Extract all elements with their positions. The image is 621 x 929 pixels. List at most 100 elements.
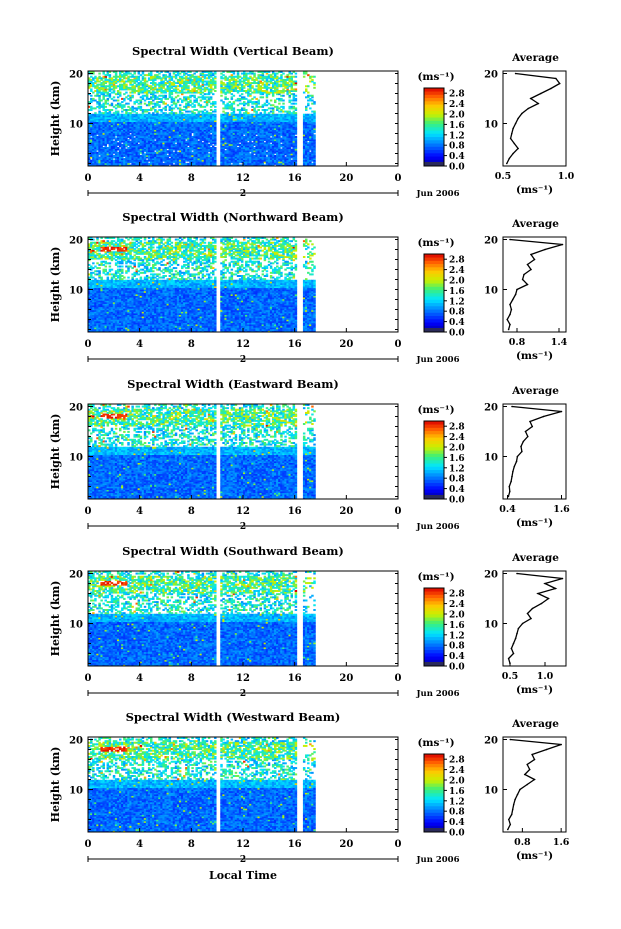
- colorbar-swatch: [424, 306, 444, 310]
- x-tick-label: 12: [236, 839, 250, 850]
- y-tick-label: 20: [69, 736, 83, 747]
- panel-5: Spectral Width (Westward Beam) Height (km…: [49, 710, 570, 865]
- colorbar-swatch: [424, 315, 444, 320]
- colorbar-swatch: [424, 117, 444, 121]
- colorbar-swatch: [424, 656, 444, 660]
- average-profile-point: [517, 117, 519, 120]
- colorbar-swatch: [424, 479, 444, 484]
- colorbar-swatch: [424, 437, 444, 441]
- heatmap-cells: [88, 737, 316, 832]
- colorbar-swatch: [424, 793, 444, 797]
- colorbar-swatch: [424, 280, 444, 284]
- day-label: 2: [240, 189, 246, 199]
- average-profile-point: [506, 162, 508, 165]
- average-profile-point: [509, 738, 512, 741]
- average-title: Average: [511, 218, 559, 230]
- colorbar-swatch: [424, 107, 444, 112]
- day-label: 2: [240, 689, 246, 699]
- avg-x-tick-label: 1.4: [551, 337, 568, 348]
- avg-x-tick-label: 0.8: [509, 337, 526, 348]
- average-profile-point: [560, 410, 563, 413]
- average-profile-point: [509, 323, 511, 326]
- colorbar-swatch: [424, 286, 444, 291]
- colorbar-swatch: [424, 136, 444, 141]
- average-profile-point: [529, 97, 532, 100]
- avg-x-tick-label: 1.6: [553, 504, 570, 515]
- y-axis-label: Height (km): [49, 747, 62, 823]
- colorbar-swatch: [424, 263, 444, 268]
- colorbar-swatch: [424, 763, 444, 768]
- colorbar-swatch: [424, 786, 444, 791]
- avg-y-tick-label: 10: [484, 286, 498, 297]
- colorbar-swatch: [424, 646, 444, 651]
- average-title: Average: [511, 552, 559, 564]
- average-xlabel: (ms⁻¹): [516, 350, 553, 362]
- colorbar-swatch: [424, 754, 444, 758]
- average-profile-point: [528, 768, 531, 771]
- average-profile-line: [507, 405, 562, 497]
- avg-y-tick-label: 20: [484, 236, 498, 247]
- colorbar-swatch: [424, 450, 444, 454]
- average-title: Average: [511, 52, 559, 64]
- avg-y-tick-label: 10: [484, 786, 498, 797]
- y-tick-label: 10: [69, 620, 83, 631]
- average-profile-line: [506, 72, 561, 164]
- colorbar-swatch: [424, 614, 444, 618]
- average-profile-point: [561, 577, 564, 580]
- average-profile-point: [561, 243, 564, 246]
- colorbar-tick-label: 1.6: [449, 621, 465, 631]
- y-tick-label: 10: [69, 786, 83, 797]
- colorbar-floor: [424, 828, 444, 832]
- colorbar-swatch: [424, 114, 444, 118]
- colorbar-swatch: [424, 156, 444, 160]
- colorbar-tick-label: 0.0: [449, 663, 465, 673]
- colorbar-tick-label: 1.2: [449, 131, 465, 141]
- x-tick-label: 8: [188, 506, 195, 517]
- colorbar-swatch: [424, 623, 444, 628]
- x-tick-label: 4: [136, 673, 143, 684]
- colorbar-swatch: [424, 427, 444, 432]
- x-axis-label: Local Time: [209, 869, 277, 882]
- colorbar-swatch: [424, 636, 444, 641]
- colorbar-swatch: [424, 296, 444, 300]
- panel-3: Spectral Width (Eastward Beam) Height (km…: [49, 377, 570, 532]
- colorbar-tick-label: 2.4: [449, 766, 465, 776]
- colorbar-swatch: [424, 476, 444, 480]
- colorbar-frame: [423, 253, 445, 333]
- colorbar-swatch: [424, 270, 444, 274]
- colorbar-swatch: [424, 302, 444, 307]
- colorbar-tick-label: 1.2: [449, 464, 465, 474]
- y-axis-label: Height (km): [49, 81, 62, 157]
- avg-x-tick-label: 0.5: [502, 671, 519, 682]
- colorbar-swatch: [424, 104, 444, 108]
- average-profile-point: [550, 87, 552, 90]
- average-profile-point: [519, 788, 521, 791]
- average-title: Average: [511, 385, 559, 397]
- y-axis-label: Height (km): [49, 581, 62, 657]
- colorbar-swatch: [424, 322, 444, 326]
- colorbar-swatch: [424, 283, 444, 287]
- average-xlabel: (ms⁻¹): [516, 850, 553, 862]
- average-profile-point: [531, 607, 534, 610]
- colorbar-swatch: [424, 434, 444, 438]
- average-profile-point: [527, 435, 529, 438]
- colorbar-swatch: [424, 825, 444, 830]
- average-profile-point: [509, 313, 511, 316]
- average-profile-point: [517, 627, 520, 630]
- average-profile-point: [508, 818, 510, 821]
- average-profile-point: [521, 622, 524, 625]
- colorbar-unit: (ms⁻¹): [417, 71, 454, 83]
- average-profile-point: [516, 632, 518, 635]
- colorbar-swatch: [424, 789, 444, 794]
- colorbar-tick-label: 1.6: [449, 454, 465, 464]
- average-profile-point: [514, 637, 517, 640]
- average-profile-point: [507, 657, 510, 660]
- colorbar-swatch: [424, 421, 444, 425]
- average-profile-point: [509, 490, 511, 493]
- colorbar-tick-label: 1.6: [449, 121, 465, 131]
- x-tick-label: 20: [339, 173, 353, 184]
- average-profile-point: [530, 617, 532, 620]
- average-profile-point: [509, 303, 511, 306]
- colorbar-floor: [424, 328, 444, 332]
